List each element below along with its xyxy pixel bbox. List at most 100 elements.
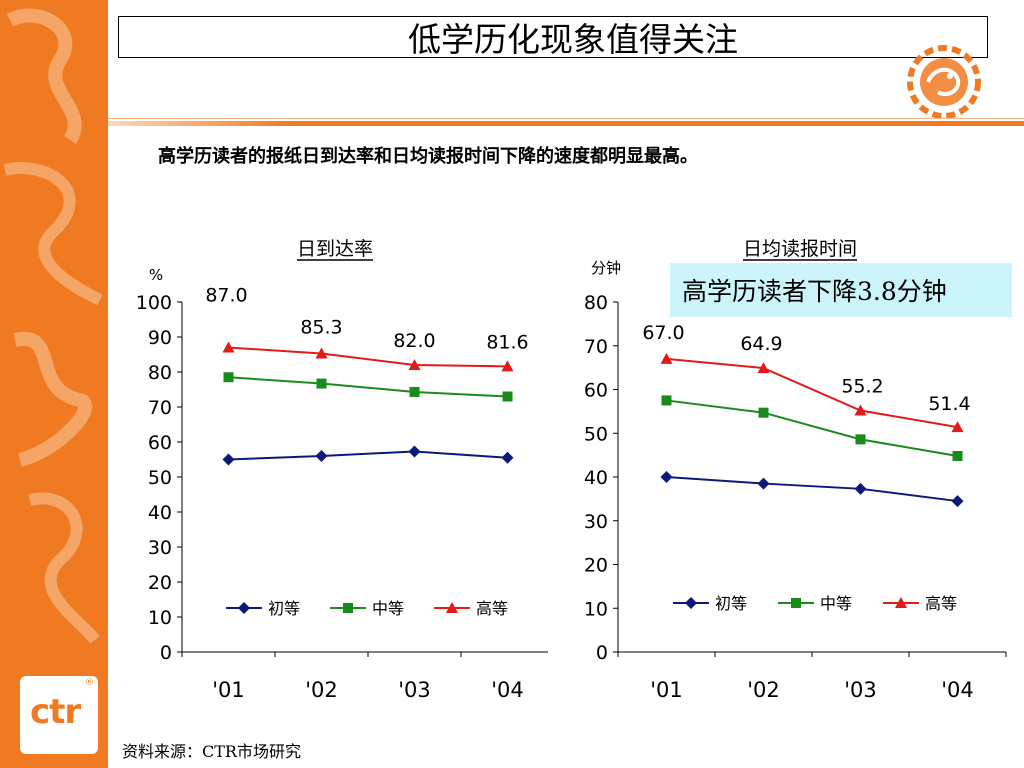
y-tick-label: 50 [584,423,608,445]
data-label: 81.6 [486,331,528,353]
legend-label: 中等 [372,599,404,618]
legend-item: 高等 [434,599,508,618]
data-point [758,407,769,418]
x-tick-label: '01 [650,678,683,702]
y-tick-label: 100 [136,292,172,314]
band-pattern [3,8,103,644]
y-tick-label: 80 [584,292,608,314]
legend-item: 高等 [883,594,957,613]
legend-marker [895,597,907,608]
data-point [315,450,328,462]
data-point [661,395,672,406]
series-line [666,399,958,457]
y-tick-label: 60 [584,380,608,402]
legend-label: 高等 [925,594,957,613]
y-tick-label: 70 [148,397,172,419]
y-tick-label: 50 [148,467,172,489]
y-tick-label: 30 [148,537,172,559]
data-point [222,453,235,466]
data-point [660,471,673,483]
data-point [315,347,328,359]
data-label: 87.0 [205,285,247,307]
data-point [757,477,770,490]
ctr-logo: ctr ® [20,676,98,754]
x-tick-label: '03 [398,678,431,702]
y-axis-unit-label: 分钟 [591,259,621,277]
y-tick-label: 10 [584,598,608,620]
subtitle: 高学历读者的报纸日到达率和日均读报时间下降的速度都明显最高。 [158,146,698,167]
ctr-logo-text: ctr [30,692,81,732]
y-tick-label: 10 [148,607,172,629]
series-中等 [661,395,963,461]
y-tick-label: 0 [596,642,608,664]
chart-title: 日均读报时间 [743,238,857,260]
data-point [223,372,234,383]
data-point [854,404,867,416]
y-tick-label: 20 [148,572,172,594]
x-tick-label: '04 [941,678,974,702]
data-point [757,362,770,374]
legend-marker [791,598,801,608]
data-label: 51.4 [928,393,970,415]
x-tick-label: '02 [305,678,338,702]
y-tick-label: 70 [584,336,608,358]
series-line [666,476,958,503]
legend-label: 高等 [476,599,508,618]
series-line [228,376,508,398]
page-title-box: 低学历化现象值得关注 [118,16,988,59]
legend-item: 初等 [226,599,300,618]
callout-box: 高学历读者下降3.8分钟 [670,263,1012,317]
x-tick-label: '01 [212,678,245,702]
header-divider [108,121,1024,126]
y-tick-label: 30 [584,511,608,533]
legend-marker [343,603,353,613]
legend-marker [685,597,697,609]
data-point [951,495,964,508]
registered-mark: ® [85,678,94,688]
data-label: 67.0 [642,322,684,344]
series-line [666,357,958,429]
data-label: 85.3 [300,316,342,338]
y-tick-label: 60 [148,432,172,454]
data-point [408,445,421,458]
data-point [316,378,327,389]
series-高等 [660,352,964,433]
data-point [409,386,420,397]
data-point [222,341,235,353]
chart-daily-reach: 日到达率% 0 10 20 30 40 50 60 70 80 90 100 '01 '02 '03 '04 8… [136,238,548,702]
series-初等 [222,445,514,466]
legend-item: 中等 [778,594,852,613]
data-point [951,421,964,433]
y-tick-label: 90 [148,327,172,349]
data-point [501,360,514,372]
legend-label: 初等 [715,594,747,613]
x-tick-label: '02 [747,678,780,702]
y-tick-label: 80 [148,362,172,384]
data-label: 82.0 [393,330,435,352]
x-tick-label: '04 [491,678,524,702]
series-中等 [223,372,513,402]
data-point [501,451,514,464]
y-tick-label: 40 [584,467,608,489]
legend-marker [238,602,250,614]
data-label: 64.9 [740,333,782,355]
legend-label: 初等 [268,599,300,618]
left-decorative-band: ctr ® [0,0,108,768]
y-tick-label: 0 [160,642,172,664]
chart-title: 日到达率 [297,238,373,260]
legend-item: 中等 [330,599,404,618]
data-point [660,352,673,364]
y-tick-label: 40 [148,502,172,524]
legend-item: 初等 [673,594,747,613]
page-title: 低学历化现象值得关注 [408,20,738,59]
data-point [408,359,421,370]
callout-text: 高学历读者下降3.8分钟 [682,277,947,306]
series-line [228,346,508,368]
data-point [502,391,513,402]
header-divider-thin [108,118,1024,119]
data-point [854,482,867,495]
data-point [855,434,866,445]
legend-label: 中等 [820,594,852,613]
y-axis-unit-label: % [149,266,163,284]
